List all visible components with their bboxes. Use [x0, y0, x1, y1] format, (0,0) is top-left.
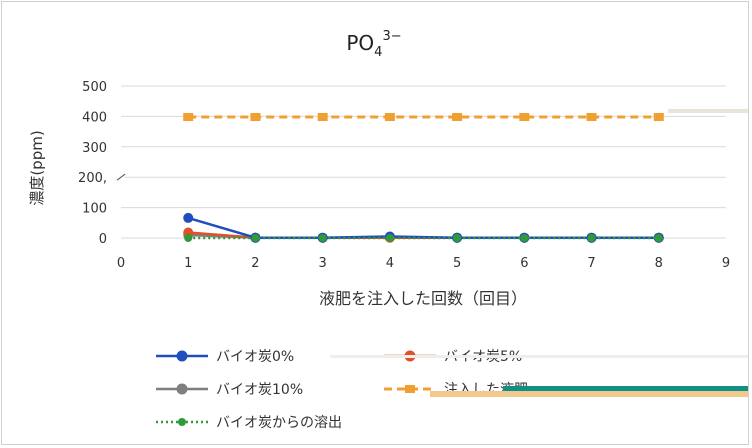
point-4-2: [318, 234, 327, 242]
point-0-0: [183, 212, 194, 223]
point-4-3: [385, 234, 394, 242]
overlay-bar-teal: [503, 386, 748, 391]
point-3-0: [183, 113, 194, 122]
legend-swatch-marker-0: [176, 350, 188, 362]
x-axis-label: 液肥を注入した回数（回目）: [319, 289, 527, 308]
point-4-6: [587, 234, 596, 242]
point-3-7: [653, 113, 664, 122]
x-tick-8: 8: [655, 256, 663, 271]
overlay-bar-orange: [430, 391, 748, 397]
point-3-1: [250, 113, 261, 122]
x-tick-3: 3: [319, 256, 327, 271]
point-3-6: [586, 113, 597, 122]
point-4-7: [654, 234, 663, 242]
axis-break-mark: [116, 173, 126, 181]
chart-title: PO43−: [346, 29, 401, 60]
x-tick-5: 5: [453, 256, 461, 271]
y-axis-label: 濃度(ppm): [28, 130, 46, 205]
grid-lines: [116, 85, 726, 239]
x-tick-0: 0: [117, 256, 125, 271]
x-tick-7: 7: [587, 256, 595, 271]
y-tick-100: 100: [82, 202, 107, 217]
point-3-5: [519, 113, 530, 122]
title-subscript: 4: [374, 45, 382, 60]
point-4-4: [453, 234, 462, 242]
y-tick-labels: 0 100 200, 300 400 500: [78, 80, 107, 247]
point-3-3: [384, 113, 395, 122]
legend-label-0: バイオ炭0%: [216, 349, 294, 365]
point-3-4: [452, 113, 463, 122]
legend-item-4: バイオ炭からの溶出: [156, 415, 342, 431]
point-4-5: [520, 234, 529, 242]
legend-swatch-marker-4: [178, 418, 186, 426]
overlay-strip-legend: [330, 355, 748, 358]
legend-label-2: バイオ炭10%: [216, 382, 303, 398]
series-layer: [183, 113, 664, 243]
x-tick-4: 4: [386, 256, 394, 271]
point-4-0: [184, 234, 193, 242]
x-tick-9: 9: [722, 256, 730, 271]
legend-item-2: バイオ炭10%: [156, 382, 303, 398]
y-tick-300: 300: [82, 141, 107, 156]
overlay-strip-top: [668, 109, 748, 113]
title-superscript: 3−: [382, 29, 401, 44]
point-4-1: [251, 234, 260, 242]
y-tick-400: 400: [82, 110, 107, 125]
series-4: [184, 234, 663, 242]
legend-swatch-marker-2: [176, 383, 188, 395]
legend-label-4: バイオ炭からの溶出: [216, 415, 342, 431]
y-tick-200: 200,: [78, 171, 107, 186]
series-3: [183, 113, 664, 122]
y-tick-500: 500: [82, 80, 107, 95]
legend-swatch-marker-3: [405, 385, 415, 393]
legend-item-0: バイオ炭0%: [156, 349, 294, 365]
x-tick-2: 2: [251, 256, 259, 271]
x-tick-labels: 0 1 2 3 4 5 6 7 8 9: [117, 256, 730, 271]
y-tick-0: 0: [99, 232, 107, 247]
point-3-2: [317, 113, 328, 122]
x-tick-6: 6: [520, 256, 528, 271]
x-tick-1: 1: [184, 256, 192, 271]
